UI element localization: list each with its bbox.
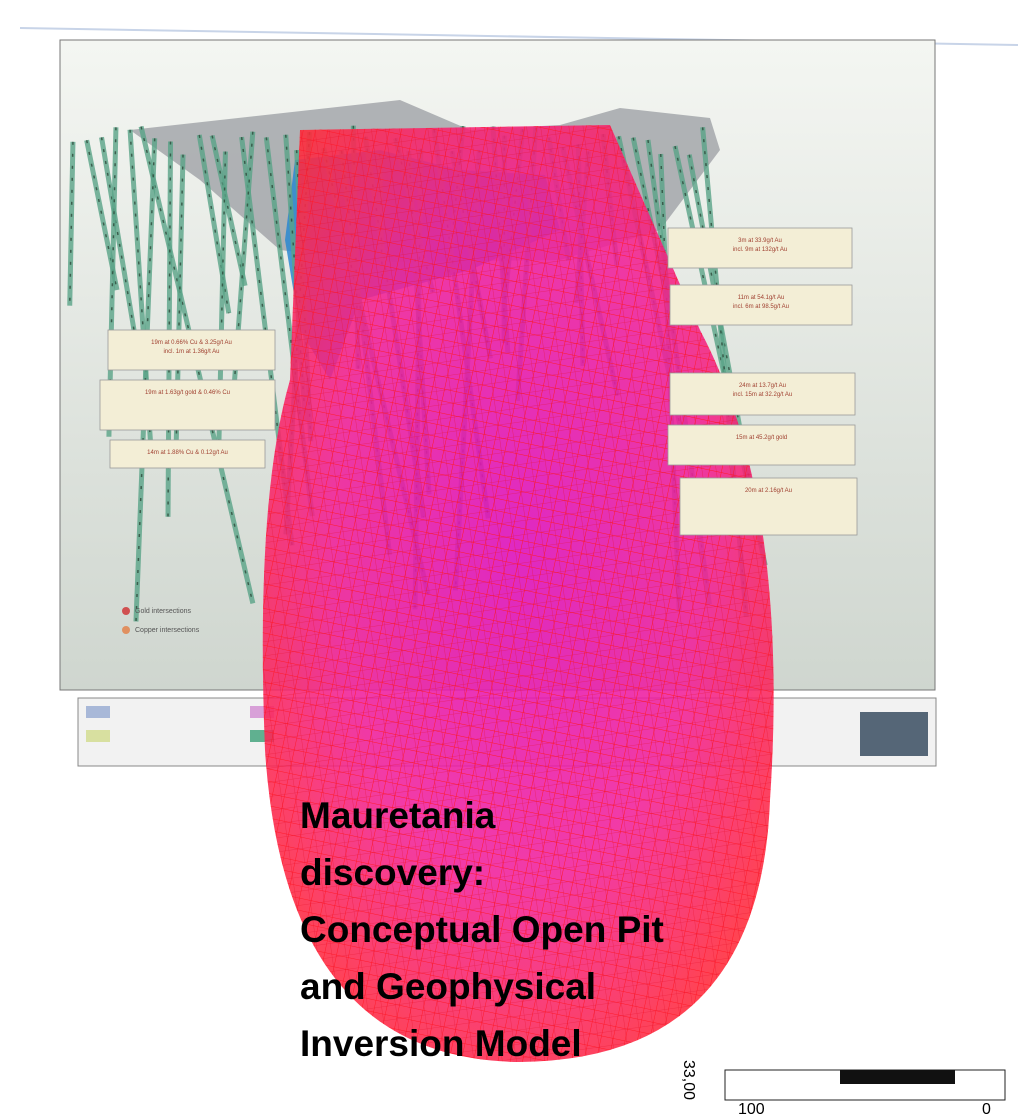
caption-line: Conceptual Open Pit — [300, 909, 664, 950]
callout-box — [109, 439, 266, 469]
callout-box — [679, 477, 858, 536]
model-mesh — [262, 125, 774, 1062]
scale-segment — [840, 1070, 955, 1084]
drill-hole-core — [230, 131, 254, 423]
legend-swatch — [86, 706, 110, 718]
legend-dot — [122, 626, 130, 634]
callout-text: 19m at 1.63g/t gold & 0.46% Cu — [145, 390, 230, 396]
drill-hole-core — [100, 137, 141, 366]
drill-hole — [67, 141, 76, 306]
scale-label: 100 — [738, 1101, 765, 1116]
caption-line: and Geophysical — [300, 966, 596, 1007]
drill-hole-core — [688, 154, 757, 517]
legend-label: Gold intersections — [135, 608, 192, 615]
callout-text: incl. 6m at 98.5g/t Au — [733, 304, 789, 310]
callout-text: 20m at 2.16g/t Au — [745, 488, 792, 494]
callout-box — [669, 372, 856, 416]
legend-label: Copper intersections — [135, 627, 200, 634]
map — [67, 100, 774, 1062]
callout-box — [107, 329, 276, 371]
callout-text: 11m at 54.1g/t Au — [738, 295, 785, 301]
caption-line: Mauretania — [300, 795, 496, 836]
caption-line: Inversion Model — [300, 1023, 582, 1064]
drill-hole-core — [85, 140, 118, 291]
drill-hole-core — [217, 151, 227, 451]
callout-text: 15m at 45.2g/t gold — [736, 435, 787, 441]
logo — [860, 712, 928, 756]
legend-swatch — [86, 730, 110, 742]
callout-box — [667, 227, 853, 269]
callout-box — [669, 284, 853, 326]
callout-text: incl. 15m at 32.2g/t Au — [733, 392, 792, 398]
callout-box — [99, 379, 276, 431]
callout-text: 14m at 1.88% Cu & 0.12g/t Au — [147, 450, 228, 456]
drill-hole-core — [140, 126, 254, 604]
callout-text: 3m at 33.9g/t Au — [738, 238, 782, 244]
caption: Mauretania discovery: Conceptual Open Pit a… — [300, 795, 664, 1064]
caption-line: discovery: — [300, 852, 485, 893]
callout-text: incl. 1m at 1.36g/t Au — [163, 349, 219, 355]
callout-text: 24m at 13.7g/t Au — [739, 383, 786, 389]
callout-box — [667, 424, 856, 466]
drill-hole-core — [211, 135, 246, 286]
legend-dot — [122, 607, 130, 615]
coordinate-label: 33,00 — [680, 1060, 697, 1100]
scale-label: 0 — [982, 1101, 991, 1116]
callout-text: 19m at 0.66% Cu & 3.25g/t Au — [151, 340, 232, 346]
callout-text: incl. 9m at 132g/t Au — [733, 247, 787, 253]
